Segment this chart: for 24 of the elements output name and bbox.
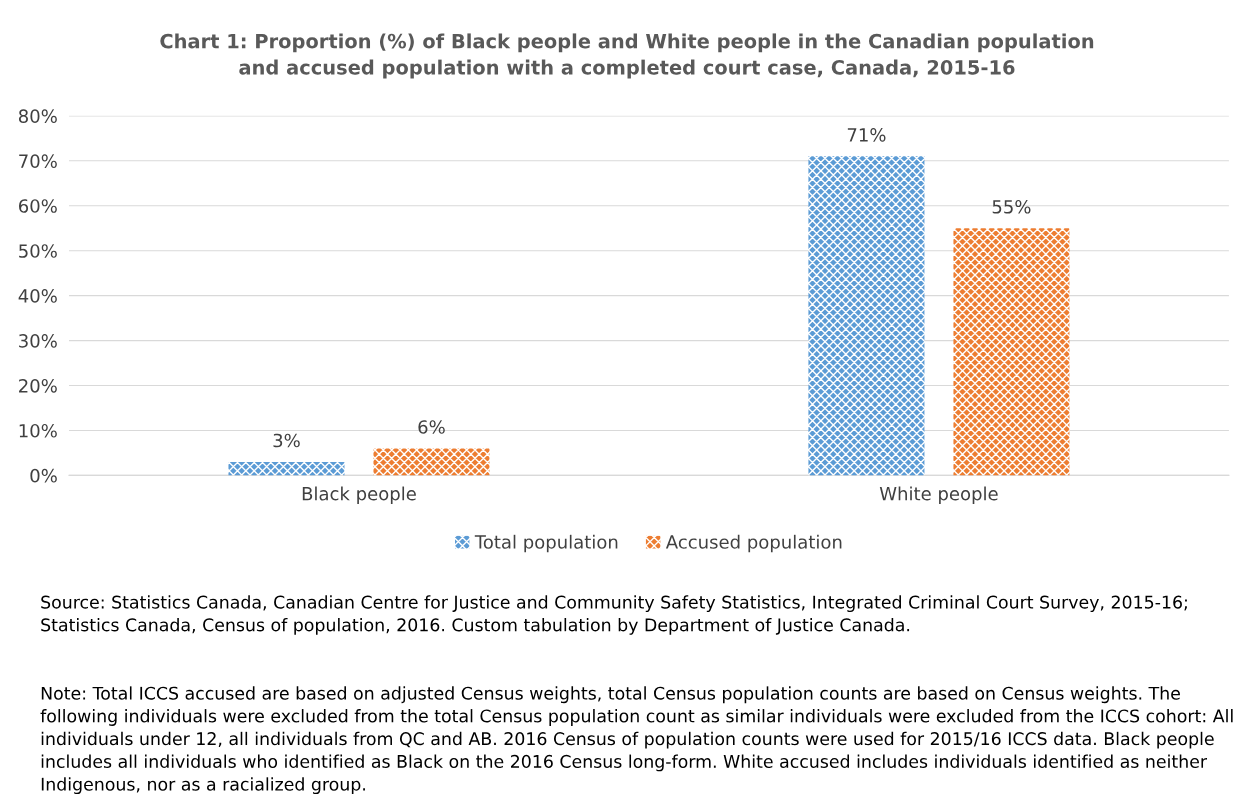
text: Note: Total ICCS accused are based on adjusted Census weights, total Census population counts are based on Census weights. The following individuals were excluded from the total Census population count as similar individuals were excluded from the ICCS cohort: All individuals under 12, all individuals from QC and AB. 2016 Census of population counts were used for 2015/16 ICCS data. Black people includes all individuals who identified as Black on the 2016 Census long-form. White accused includes individuals identified as neither Indigenous, nor as a racialized group. — [40, 686, 1233, 795]
bar — [953, 228, 1070, 476]
y-tick-label: 0% — [30, 468, 57, 483]
y-tick-label: 40% — [18, 289, 57, 303]
legend-label: Accused population — [665, 534, 842, 553]
data-label: 55% — [992, 199, 1031, 214]
data-label: 71% — [847, 128, 886, 142]
bar — [228, 461, 345, 476]
y-tick-label: 20% — [19, 378, 57, 393]
x-tick-label: Black people — [302, 486, 416, 504]
y-tick-label: 70% — [19, 154, 57, 168]
legend-label: Total population — [474, 534, 618, 553]
y-tick-label: 60% — [18, 199, 57, 213]
y-tick-label: 10% — [19, 423, 57, 438]
data-label: 6% — [418, 420, 445, 434]
bar — [808, 156, 925, 476]
y-tick-label: 50% — [19, 244, 57, 258]
data-label: 3% — [273, 433, 300, 448]
x-tick-label: White people — [879, 486, 998, 504]
bar — [373, 448, 490, 476]
chart-title: Chart 1: Proportion (%) of Black people and White people in the Canadian population and accused population with a completed court case, Canada, 2015-16 — [160, 33, 1094, 79]
source-note: Source: Statistics Canada, Canadian Centre for Justice and Community Safety Statistics, Integrated Criminal Court Survey, 2015-16; Statistics Canada, Census of population, 2016. Custom tabulation by Department of Justice Canada. — [41, 595, 1187, 635]
y-tick-label: 30% — [19, 334, 57, 348]
y-tick-label: 80% — [18, 109, 57, 123]
